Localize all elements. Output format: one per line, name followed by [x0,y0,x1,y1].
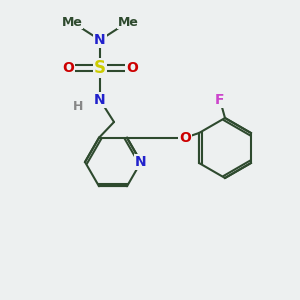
Text: S: S [94,59,106,77]
Text: N: N [94,93,106,107]
Text: O: O [62,61,74,75]
Text: Me: Me [61,16,82,28]
Text: N: N [135,155,147,169]
Text: F: F [215,93,225,107]
Text: Me: Me [118,16,138,28]
Text: O: O [126,61,138,75]
Text: O: O [179,131,191,145]
Text: N: N [94,33,106,47]
Text: H: H [73,100,83,112]
